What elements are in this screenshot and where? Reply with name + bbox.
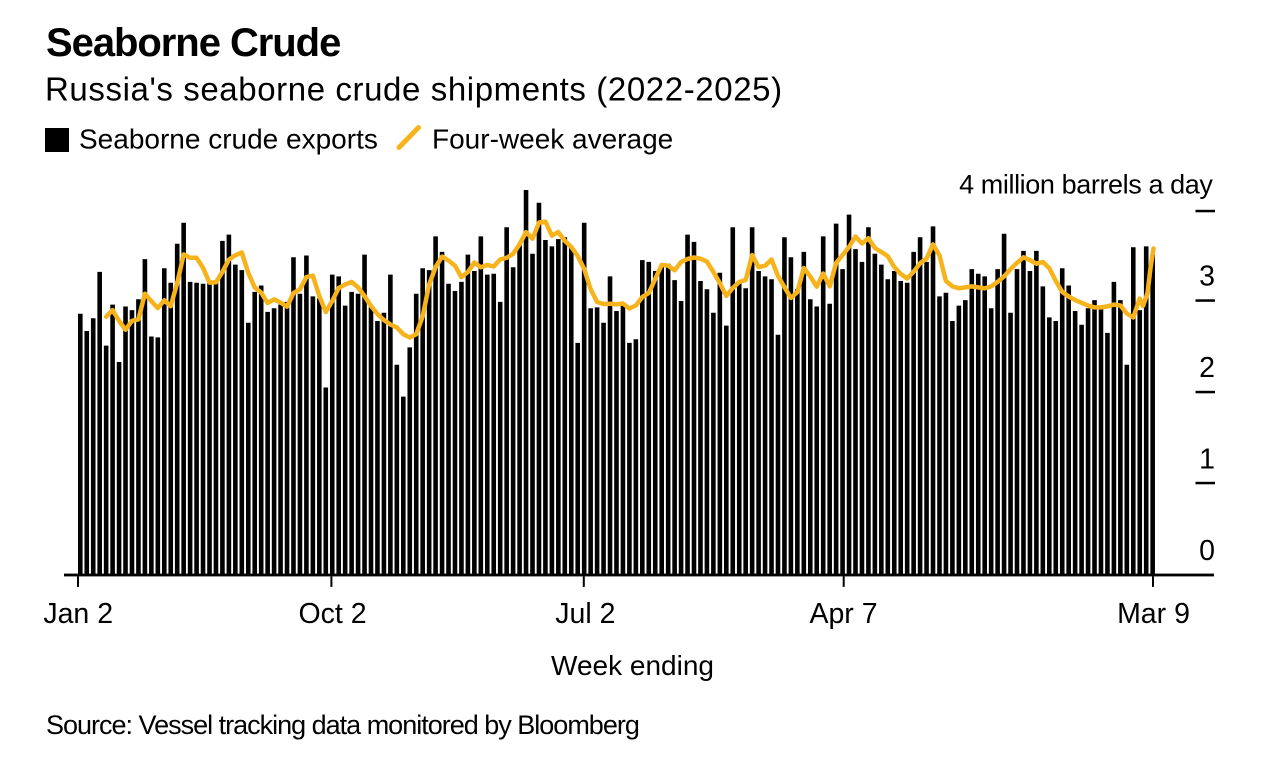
- svg-text:Week ending: Week ending: [551, 650, 714, 681]
- svg-text:0: 0: [1199, 535, 1215, 567]
- svg-text:Russia's seaborne crude shipme: Russia's seaborne crude shipments (2022-…: [45, 71, 783, 108]
- svg-text:Apr 7: Apr 7: [809, 598, 877, 630]
- svg-text:Mar 9: Mar 9: [1117, 598, 1190, 630]
- svg-text:Jan 2: Jan 2: [43, 598, 113, 630]
- svg-text:Seaborne crude exports: Seaborne crude exports: [79, 124, 378, 155]
- svg-text:Seaborne Crude: Seaborne Crude: [46, 21, 340, 65]
- svg-text:3: 3: [1199, 261, 1215, 293]
- svg-text:1: 1: [1199, 443, 1215, 475]
- svg-text:2: 2: [1199, 352, 1215, 384]
- svg-text:Jul 2: Jul 2: [555, 598, 615, 630]
- svg-text:Four-week average: Four-week average: [432, 124, 673, 155]
- svg-text:Source: Vessel tracking data m: Source: Vessel tracking data monitored b…: [46, 710, 639, 740]
- svg-text:Oct 2: Oct 2: [298, 598, 366, 630]
- svg-text:4 million barrels a day: 4 million barrels a day: [959, 170, 1213, 200]
